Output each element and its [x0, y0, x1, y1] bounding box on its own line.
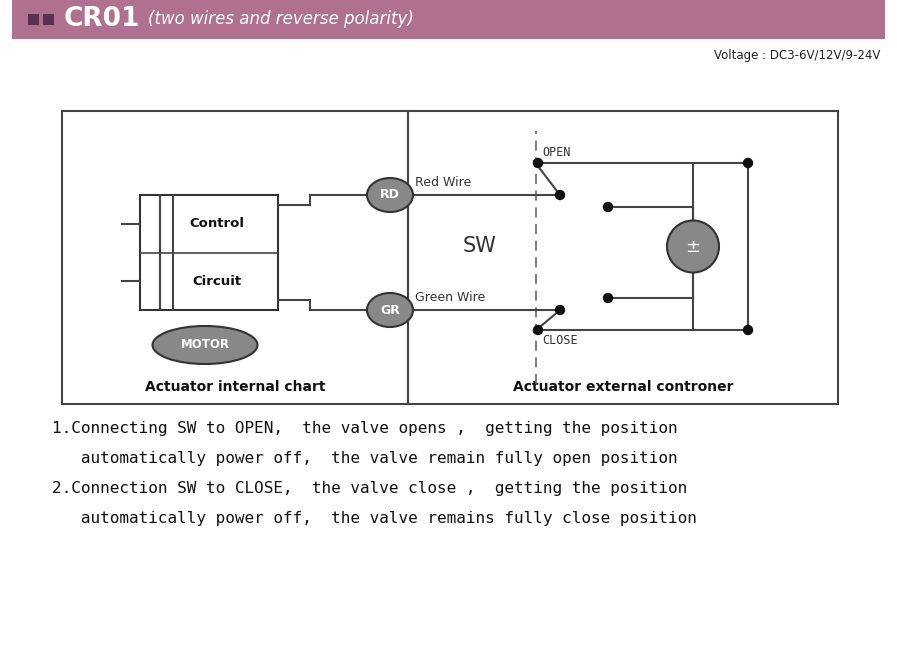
Ellipse shape [367, 293, 413, 327]
Bar [62, 111, 838, 404]
Text: Green Wire: Green Wire [415, 291, 485, 304]
Circle shape [604, 202, 613, 212]
Text: Red Wire: Red Wire [415, 176, 471, 189]
Text: (two wires and reverse polarity): (two wires and reverse polarity) [148, 10, 414, 29]
Text: SW: SW [463, 236, 497, 256]
Text: Circuit: Circuit [193, 275, 241, 288]
Text: Control: Control [189, 217, 245, 230]
Text: OPEN: OPEN [542, 146, 570, 159]
Bar [12, 0, 885, 39]
Text: Actuator internal chart: Actuator internal chart [144, 380, 326, 394]
Circle shape [534, 158, 543, 167]
Text: Actuator external controner: Actuator external controner [513, 380, 733, 394]
Text: CR01: CR01 [64, 6, 141, 32]
Text: ±: ± [685, 238, 701, 256]
Text: MOTOR: MOTOR [180, 339, 230, 352]
Ellipse shape [367, 178, 413, 212]
Ellipse shape [667, 221, 719, 273]
Bar [140, 195, 278, 310]
Ellipse shape [152, 326, 257, 364]
Circle shape [604, 293, 613, 302]
Circle shape [744, 326, 753, 334]
Text: GR: GR [380, 304, 400, 317]
Bar [43, 14, 54, 25]
Text: automatically power off,  the valve remains fully close position: automatically power off, the valve remai… [52, 511, 697, 526]
Circle shape [534, 326, 543, 334]
Text: CLOSE: CLOSE [542, 334, 578, 347]
Circle shape [744, 158, 753, 167]
Text: 2.Connection SW to CLOSE,  the valve close ,  getting the position: 2.Connection SW to CLOSE, the valve clos… [52, 481, 687, 496]
Bar [28, 14, 39, 25]
Text: 1.Connecting SW to OPEN,  the valve opens ,  getting the position: 1.Connecting SW to OPEN, the valve opens… [52, 421, 677, 436]
Text: automatically power off,  the valve remain fully open position: automatically power off, the valve remai… [52, 451, 677, 466]
Text: Voltage : DC3-6V/12V/9-24V: Voltage : DC3-6V/12V/9-24V [714, 49, 880, 62]
Text: RD: RD [380, 188, 400, 201]
Circle shape [555, 191, 564, 199]
Circle shape [555, 306, 564, 315]
